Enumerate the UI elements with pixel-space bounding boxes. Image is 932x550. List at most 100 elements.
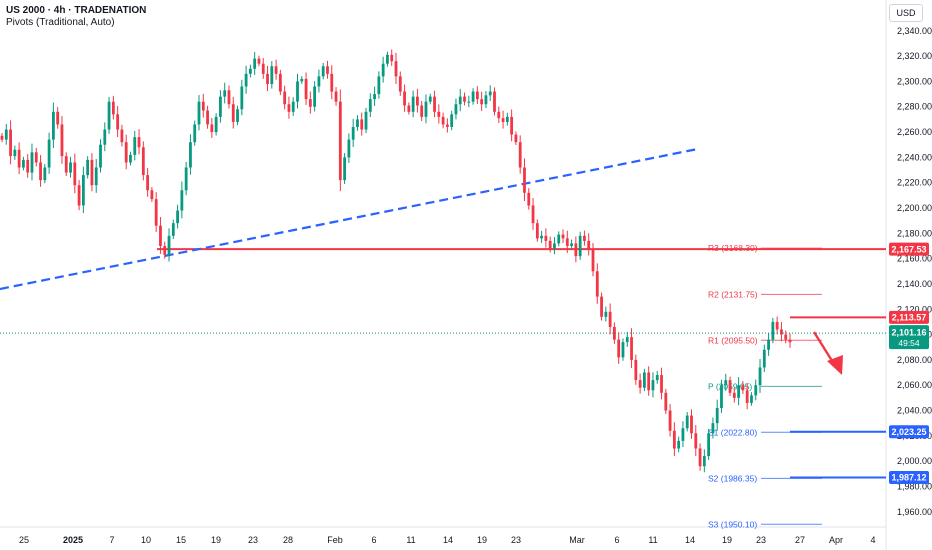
candle-body	[296, 81, 299, 102]
time-axis[interactable]: 25 2025 7 10 15 19 23 28 Feb 6 11 14 19 23 Mar 6 11 14 19 2…	[19, 535, 876, 545]
candle-body	[416, 96, 419, 106]
y-tick-label: 2,320.00	[897, 51, 932, 61]
candle-body	[244, 73, 248, 87]
candle-body	[681, 428, 685, 441]
candle-body	[180, 190, 184, 211]
candle-body	[133, 137, 137, 155]
candle-body	[13, 149, 17, 157]
x-tick-label: 23	[756, 535, 766, 545]
arrow-shaft[interactable]	[812, 331, 836, 365]
candle-body	[343, 157, 347, 181]
candle-body	[702, 456, 706, 467]
candle-body	[480, 99, 484, 105]
candle-body	[34, 152, 38, 163]
candle-body	[373, 94, 376, 100]
candle-body	[321, 66, 325, 77]
candle-body	[107, 101, 111, 130]
candle-body	[64, 156, 68, 173]
candle-body	[488, 91, 492, 96]
candle-body	[116, 114, 120, 130]
candle-body	[9, 129, 12, 157]
candle-body	[732, 392, 736, 398]
candle-body	[741, 385, 745, 391]
candle-body	[668, 410, 672, 431]
candle-body	[171, 223, 175, 236]
candle-body	[771, 321, 775, 340]
candle-body	[124, 142, 128, 163]
currency-button[interactable]: USD	[889, 4, 923, 22]
trendline-dashed[interactable]	[0, 147, 701, 291]
candle-body	[403, 91, 406, 106]
candle-body	[159, 225, 162, 246]
candle-body	[287, 104, 291, 112]
candle-body	[724, 380, 728, 386]
candle-body	[291, 101, 295, 112]
candle-body	[621, 342, 625, 358]
candle-body	[642, 372, 646, 388]
candle-body	[411, 96, 415, 112]
candle-body	[745, 390, 749, 403]
candle-body	[548, 240, 552, 249]
indicator-label[interactable]: Pivots (Traditional, Auto)	[6, 17, 115, 28]
x-tick-label: Mar	[569, 535, 585, 545]
horizontal-levels[interactable]	[157, 248, 886, 479]
pivot-label: S3 (1950.10)	[708, 519, 757, 529]
down-arrow-icon[interactable]	[812, 331, 843, 375]
candle-body	[257, 58, 261, 64]
candle-body	[193, 124, 197, 143]
trendline[interactable]	[0, 147, 701, 291]
pivot-label: R2 (2131.75)	[708, 289, 758, 299]
candle-body	[424, 101, 428, 117]
y-tick-label: 2,280.00	[897, 102, 932, 112]
candle-body	[672, 430, 676, 449]
y-tick-label: 2,260.00	[897, 127, 932, 137]
candle-body	[231, 104, 235, 122]
x-tick-label: Apr	[829, 535, 843, 545]
x-tick-label: 19	[211, 535, 221, 545]
support-1-tag-label: 2,023.25	[891, 427, 926, 437]
candle-body	[505, 116, 509, 122]
candle-body	[454, 104, 458, 115]
candle-body	[368, 99, 372, 112]
candle-body	[707, 433, 711, 457]
candle-body	[248, 68, 252, 74]
candle-body	[715, 407, 719, 424]
candle-body	[677, 440, 681, 449]
x-tick-label: 19	[722, 535, 732, 545]
candle-body	[201, 101, 205, 111]
candle-body	[754, 385, 758, 396]
candle-body	[146, 175, 150, 191]
candle-body	[767, 339, 770, 350]
candle-body	[433, 96, 436, 112]
candle-body	[69, 162, 72, 173]
candle-body	[94, 167, 98, 186]
candle-body	[141, 147, 145, 176]
candle-body	[313, 86, 317, 107]
candle-body	[578, 235, 582, 257]
candle-body	[493, 91, 496, 112]
candle-body	[197, 101, 201, 125]
candle-body	[150, 190, 154, 200]
candle-body	[428, 96, 432, 102]
y-tick-label: 2,120.00	[897, 304, 932, 314]
candle-body	[381, 63, 385, 77]
candle-body	[591, 248, 595, 272]
candle-body	[120, 129, 124, 143]
x-tick-label: 4	[870, 535, 875, 545]
candle-body	[450, 114, 454, 127]
candle-body	[728, 380, 732, 393]
resistance-1-tag	[889, 242, 929, 256]
candle-body	[625, 337, 629, 343]
x-tick-label: 14	[685, 535, 695, 545]
resistance-2-tag	[889, 310, 929, 324]
candle-body	[497, 111, 501, 119]
y-tick-label: 2,220.00	[897, 178, 932, 188]
resistance-2-tag-label: 2,113.57	[892, 313, 927, 323]
x-tick-label: Feb	[327, 535, 343, 545]
candle-body	[720, 385, 723, 408]
candle-body	[77, 185, 81, 206]
candle-body	[784, 334, 788, 340]
arrow-head[interactable]	[827, 355, 843, 375]
